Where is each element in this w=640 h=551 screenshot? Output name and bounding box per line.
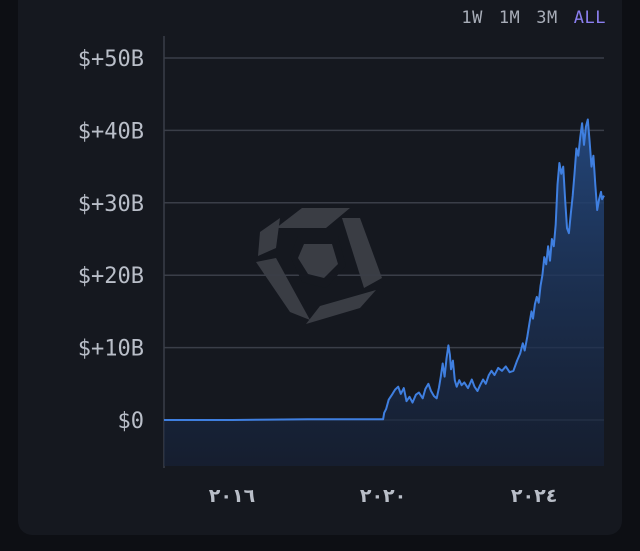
y-tick-label: $+40B: [78, 119, 144, 144]
y-tick-label: $+30B: [78, 192, 144, 217]
series-area: [164, 119, 604, 466]
x-tick-labels: ٢٠١٦ ٢٠٢٠ ٢٠٢٤: [209, 485, 557, 507]
y-tick-label: $+10B: [78, 337, 144, 362]
x-tick-label: ٢٠٢٠: [360, 485, 406, 507]
range-all-button[interactable]: ALL: [573, 8, 606, 28]
x-tick-label: ٢٠٢٤: [511, 485, 557, 507]
series-line: [164, 118, 605, 421]
y-tick-label: $+20B: [78, 264, 144, 289]
range-1w-button[interactable]: 1W: [461, 8, 483, 28]
y-tick-labels: $0 $+10B $+20B $+30B $+40B $+50B: [78, 47, 144, 434]
y-tick-label: $0: [118, 409, 145, 434]
range-3m-button[interactable]: 3M: [536, 8, 558, 28]
arkham-logo-icon: [256, 208, 382, 324]
time-range-selector: 1W 1M 3M ALL: [461, 8, 606, 28]
range-1m-button[interactable]: 1M: [498, 8, 521, 28]
y-tick-label: $+50B: [78, 47, 144, 72]
x-tick-label: ٢٠١٦: [209, 485, 255, 507]
